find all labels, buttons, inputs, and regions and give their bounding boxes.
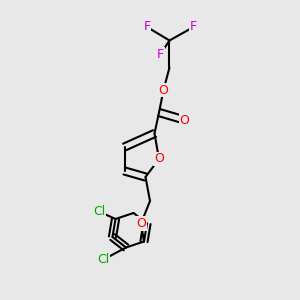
Text: F: F xyxy=(143,20,151,34)
Text: O: O xyxy=(154,152,164,166)
Text: F: F xyxy=(190,20,197,34)
Text: O: O xyxy=(180,113,189,127)
Text: Cl: Cl xyxy=(93,205,105,218)
Text: O: O xyxy=(136,217,146,230)
Text: F: F xyxy=(157,47,164,61)
Text: O: O xyxy=(159,83,168,97)
Text: Cl: Cl xyxy=(98,253,110,266)
